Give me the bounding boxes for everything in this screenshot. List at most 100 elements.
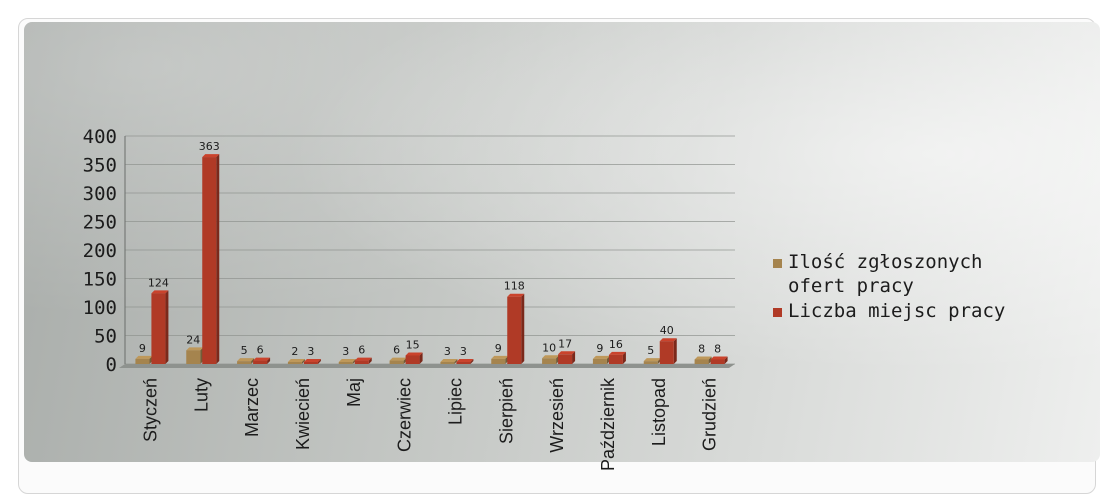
bar xyxy=(287,362,302,364)
bar-side xyxy=(251,358,255,364)
data-label: 9 xyxy=(596,342,603,355)
bar xyxy=(389,360,404,364)
bar xyxy=(643,361,658,364)
bar-top xyxy=(592,355,610,359)
x-category-label: Październik xyxy=(598,377,618,471)
data-label: 5 xyxy=(241,344,248,357)
bar xyxy=(710,359,725,364)
y-tick-label: 50 xyxy=(94,326,117,348)
bar-top xyxy=(354,357,372,361)
bar-top xyxy=(558,351,576,355)
bar-top xyxy=(338,359,356,362)
y-tick-label: 100 xyxy=(83,297,117,319)
bar xyxy=(542,358,557,364)
bar xyxy=(135,358,150,364)
bar xyxy=(456,362,471,364)
data-label: 6 xyxy=(257,344,264,357)
bar-top xyxy=(440,359,458,362)
legend-swatch xyxy=(773,259,782,268)
bar-side xyxy=(572,351,576,364)
bar-top xyxy=(303,359,321,362)
y-tick-label: 250 xyxy=(83,212,117,234)
bar-top xyxy=(507,293,525,297)
bar-side xyxy=(454,359,458,364)
data-label: 5 xyxy=(647,344,654,357)
x-category-label: Luty xyxy=(191,378,211,412)
data-label: 363 xyxy=(199,140,220,153)
bar-side xyxy=(622,351,626,364)
x-category-label: Sierpień xyxy=(496,378,516,444)
bar xyxy=(694,359,709,364)
bar-side xyxy=(165,290,169,364)
y-tick-label: 350 xyxy=(83,155,117,177)
bar xyxy=(659,341,674,364)
x-category-label: Listopad xyxy=(649,378,669,446)
bar-side xyxy=(419,352,423,364)
bar xyxy=(338,362,353,364)
data-label: 16 xyxy=(609,338,623,351)
bar xyxy=(608,354,623,364)
data-label: 118 xyxy=(504,280,525,293)
x-category-label: Wrzesień xyxy=(547,378,567,453)
x-category-label: Grudzień xyxy=(700,378,720,451)
bar-side xyxy=(267,357,271,364)
bar xyxy=(186,350,201,364)
bar-side xyxy=(724,356,728,364)
data-label: 3 xyxy=(342,345,349,358)
bar-top xyxy=(491,355,509,359)
bar-top xyxy=(643,358,661,362)
bar-top xyxy=(202,154,220,158)
x-category-label: Styczeń xyxy=(140,378,160,442)
x-axis: Styczeń Luty Marzec Kwiecień Maj Czerwiec Lipi… xyxy=(140,377,719,471)
bar-top xyxy=(237,358,255,362)
data-label: 24 xyxy=(186,333,200,346)
bar-top xyxy=(151,290,169,294)
bar-side xyxy=(216,154,220,364)
bar-side xyxy=(521,293,525,364)
bar-top xyxy=(608,351,626,355)
data-label: 9 xyxy=(139,342,146,355)
bar-top xyxy=(710,356,728,360)
legend-swatch xyxy=(773,308,782,317)
y-tick-label: 400 xyxy=(83,126,117,148)
bar xyxy=(303,362,318,364)
data-label: 6 xyxy=(358,344,365,357)
bar-side xyxy=(301,359,305,364)
data-label: 8 xyxy=(714,342,721,355)
bar-top xyxy=(542,355,560,359)
x-category-label: Maj xyxy=(344,378,364,407)
data-label: 3 xyxy=(460,345,467,358)
bar-top xyxy=(186,347,204,351)
y-tick-label: 0 xyxy=(106,354,117,376)
bar-top xyxy=(694,356,712,360)
bar xyxy=(237,361,252,364)
y-tick-label: 300 xyxy=(83,183,117,205)
bar-top xyxy=(405,352,423,356)
y-tick-label: 150 xyxy=(83,269,117,291)
data-label: 6 xyxy=(393,344,400,357)
bar xyxy=(558,354,573,364)
data-label: 2 xyxy=(291,345,298,358)
bar xyxy=(440,362,455,364)
y-axis: 0 50 100 150 200 250 300 350 400 xyxy=(83,126,126,376)
x-category-label: Lipiec xyxy=(445,378,465,425)
x-category-label: Czerwiec xyxy=(395,378,415,452)
gridlines xyxy=(119,135,735,368)
chart-floor xyxy=(119,364,735,368)
bar xyxy=(253,360,268,364)
bar-side xyxy=(708,356,712,364)
bar-side xyxy=(470,359,474,364)
data-label: 10 xyxy=(542,341,556,354)
legend-label: Liczba miejsc pracy xyxy=(788,300,1005,322)
bar-top xyxy=(659,338,677,342)
data-label: 124 xyxy=(148,276,169,289)
data-label: 3 xyxy=(307,345,314,358)
bar-top xyxy=(135,355,153,359)
data-label: 9 xyxy=(495,342,502,355)
data-label: 17 xyxy=(558,337,572,350)
data-label: 40 xyxy=(660,324,674,337)
bar xyxy=(491,358,506,364)
bar xyxy=(405,355,420,364)
